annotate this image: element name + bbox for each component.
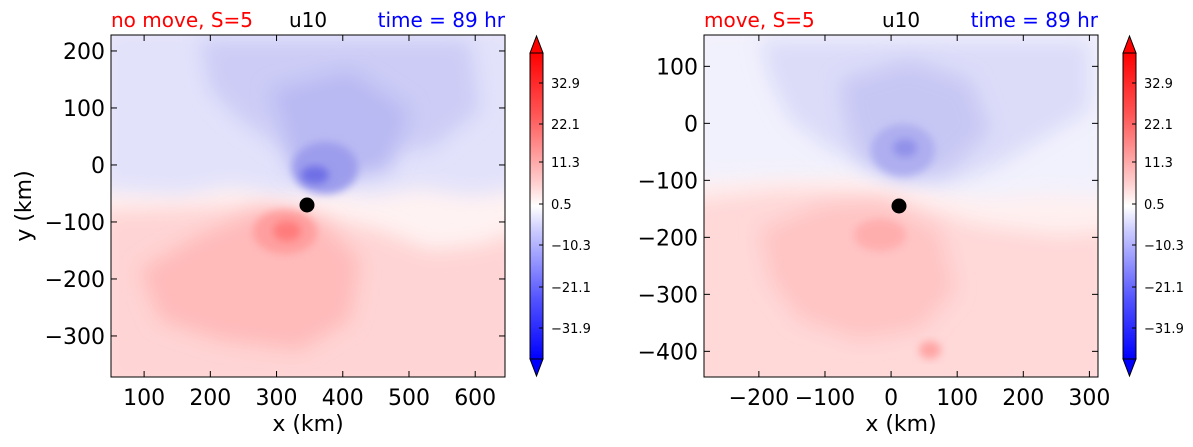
field-negative-max bbox=[893, 139, 917, 157]
field-positive-region bbox=[760, 200, 955, 340]
colorbar-tick-label: −21.1 bbox=[1144, 281, 1184, 296]
plot-frame-left bbox=[110, 34, 506, 378]
storm-center-marker bbox=[891, 198, 907, 214]
y-tick-label: −100 bbox=[45, 211, 105, 236]
field-positive-max bbox=[854, 219, 906, 251]
colorbar-tick-label: 32.9 bbox=[1144, 77, 1173, 92]
x-tick-label: 0 bbox=[884, 386, 898, 411]
x-tick-label: 100 bbox=[936, 386, 978, 411]
y-tick-label: −200 bbox=[45, 268, 105, 293]
x-axis-left: 100 200 300 400 500 600 bbox=[123, 35, 496, 411]
colorbar-tick-label: −31.9 bbox=[551, 322, 591, 337]
colorbar-tick-label: 32.9 bbox=[551, 77, 580, 92]
x-tick-label: 300 bbox=[256, 386, 298, 411]
x-axis-label-left: x (km) bbox=[272, 412, 343, 437]
title-center: u10 bbox=[289, 8, 327, 32]
storm-center-marker bbox=[299, 197, 315, 213]
colorbar-tick-label: −21.1 bbox=[551, 281, 591, 296]
x-tick-label: 300 bbox=[1068, 386, 1110, 411]
plot-frame-right bbox=[703, 34, 1099, 378]
y-tick-label: −300 bbox=[45, 325, 105, 350]
x-tick-label: 100 bbox=[123, 386, 165, 411]
title-center: u10 bbox=[882, 8, 920, 32]
y-axis-label-left: y (km) bbox=[12, 170, 37, 241]
y-tick-label: −300 bbox=[638, 283, 698, 308]
y-tick-label: 0 bbox=[91, 154, 105, 179]
colorbar-extend-max bbox=[529, 34, 544, 54]
x-tick-label: −200 bbox=[729, 386, 789, 411]
colorbar-tick-label: 11.3 bbox=[1144, 156, 1173, 171]
colorbar-tick-label: 0.5 bbox=[551, 198, 572, 213]
colorbar-left: 32.9 22.1 11.3 0.5 −10.3 −21.1 −31.9 bbox=[529, 34, 591, 378]
y-tick-label: −100 bbox=[638, 169, 698, 194]
colorbar-body bbox=[1122, 52, 1137, 360]
field-positive-spot bbox=[919, 341, 941, 359]
x-axis-label-right: x (km) bbox=[865, 412, 936, 437]
colorbar-tick-label: 0.5 bbox=[1144, 198, 1165, 213]
field-negative-max bbox=[292, 142, 358, 194]
colorbar-tick-label: 11.3 bbox=[551, 156, 580, 171]
y-tick-label: 100 bbox=[63, 97, 105, 122]
title-right: time = 89 hr bbox=[378, 8, 506, 32]
colorbar-tick-label: −10.3 bbox=[1144, 239, 1184, 254]
colorbar-extend-min bbox=[529, 358, 544, 378]
y-tick-label: 100 bbox=[656, 55, 698, 80]
colorbar-tick-label: 22.1 bbox=[551, 118, 580, 133]
title-left: move, S=5 bbox=[704, 8, 815, 32]
y-tick-label: 200 bbox=[63, 40, 105, 65]
colorbar-extend-min bbox=[1122, 358, 1137, 378]
y-tick-label: −400 bbox=[638, 340, 698, 365]
field-negative-max bbox=[301, 166, 329, 184]
colorbar-tick-label: 22.1 bbox=[1144, 118, 1173, 133]
y-axis-left: 200 100 0 −100 −200 −300 bbox=[45, 40, 505, 350]
y-axis-right: 100 0 −100 −200 −300 −400 bbox=[638, 55, 1098, 365]
y-tick-label: −200 bbox=[638, 226, 698, 251]
field-right bbox=[704, 35, 1098, 377]
x-tick-label: 600 bbox=[454, 386, 496, 411]
colorbar-extend-max bbox=[1122, 34, 1137, 54]
x-tick-label: 200 bbox=[1002, 386, 1044, 411]
y-tick-label: 0 bbox=[684, 112, 698, 137]
x-axis-right: −200 −100 0 100 200 300 bbox=[729, 35, 1110, 411]
title-right: time = 89 hr bbox=[971, 8, 1099, 32]
colorbar-body bbox=[529, 52, 544, 360]
colorbar-tick-label: −31.9 bbox=[1144, 322, 1184, 337]
x-tick-label: 400 bbox=[322, 386, 364, 411]
field-left bbox=[111, 35, 505, 377]
colorbar-right: 32.9 22.1 11.3 0.5 −10.3 −21.1 −31.9 bbox=[1122, 34, 1184, 378]
x-tick-label: 200 bbox=[189, 386, 231, 411]
panel-right: move, S=5 u10 time = 89 hr −200 −100 0 100 2… bbox=[638, 8, 1184, 437]
title-left: no move, S=5 bbox=[111, 8, 253, 32]
x-tick-label: 500 bbox=[388, 386, 430, 411]
colorbar-tick-label: −10.3 bbox=[551, 239, 591, 254]
x-tick-label: −100 bbox=[795, 386, 855, 411]
panel-left: no move, S=5 u10 time = 89 hr 100 200 300 4… bbox=[12, 8, 591, 437]
field-positive-max bbox=[273, 221, 301, 241]
